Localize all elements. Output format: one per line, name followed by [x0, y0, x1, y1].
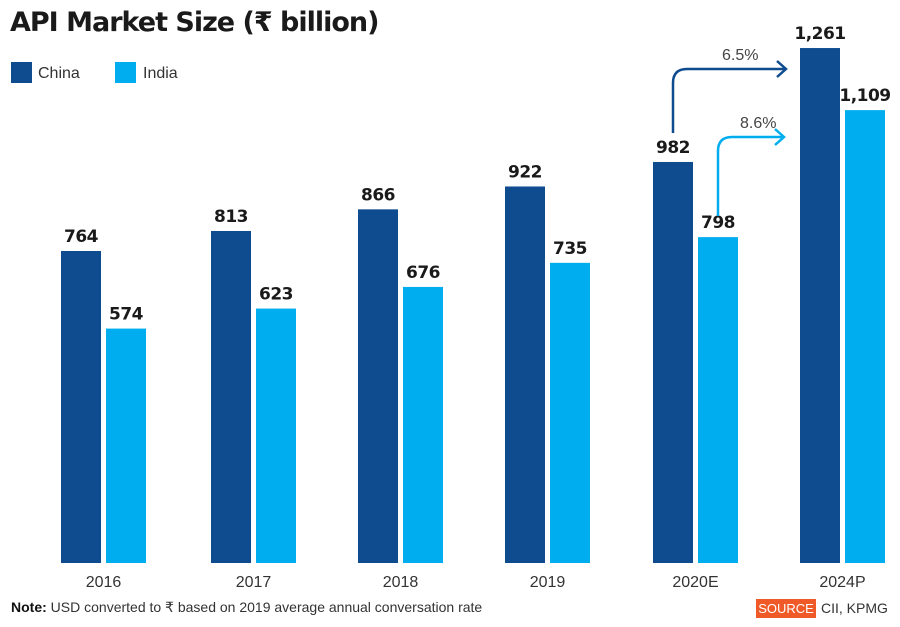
- legend-swatch-india: [115, 62, 136, 83]
- growth-label: 8.6%: [740, 115, 776, 132]
- x-tick-label: 2017: [236, 574, 272, 591]
- value-label: 982: [656, 138, 690, 158]
- growth-arrow-india: [716, 135, 784, 216]
- bar-china-2016: [61, 251, 101, 563]
- x-tick-label: 2020E: [672, 574, 718, 591]
- growth-arrows: 6.5% 8.6%: [671, 47, 788, 216]
- arrowhead-icon: [774, 128, 786, 146]
- bar-india-2017: [256, 308, 296, 563]
- bar-china-2018: [358, 209, 398, 563]
- source-label: SOURCE: [758, 601, 814, 616]
- legend: China India: [11, 62, 178, 83]
- bars: [61, 48, 885, 564]
- legend-label-india: India: [143, 65, 178, 82]
- value-label: 813: [214, 207, 248, 227]
- x-tick-label: 2018: [383, 574, 419, 591]
- value-label: 735: [553, 239, 587, 259]
- value-label: 574: [109, 305, 144, 325]
- source-badge: [756, 599, 816, 618]
- growth-arrow-china: [671, 67, 786, 133]
- value-label: 866: [361, 185, 395, 205]
- bar-india-2019: [550, 262, 590, 563]
- value-label: 1,261: [794, 24, 845, 44]
- value-label: 623: [259, 285, 293, 305]
- arrowhead-icon: [776, 60, 788, 78]
- bar-india-2016: [106, 328, 146, 563]
- chart-title: API Market Size (₹ billion): [10, 7, 379, 38]
- x-tick-label: 2019: [530, 574, 566, 591]
- x-axis-ticks: 2016 2017 2018 2019 2020E 2024P: [86, 574, 866, 591]
- value-label: 1,109: [839, 86, 890, 106]
- bar-china-2024P: [800, 48, 840, 564]
- value-label: 922: [508, 162, 542, 182]
- value-labels: 764 574 813 623 866 676 922 735 982 798 1,261 1,109: [64, 24, 891, 325]
- footer-note: Note: USD converted to ₹ based on 2019 a…: [11, 599, 482, 615]
- x-tick-label: 2024P: [819, 574, 865, 591]
- bar-china-2017: [211, 230, 251, 563]
- note-text: USD converted to ₹ based on 2019 average…: [51, 599, 483, 615]
- bar-china-2020E: [653, 161, 693, 563]
- x-tick-label: 2016: [86, 574, 122, 591]
- value-label: 764: [64, 227, 99, 247]
- value-label: 798: [701, 213, 735, 233]
- bar-india-2018: [403, 286, 443, 563]
- bar-india-2020E: [698, 237, 738, 564]
- value-label: 676: [406, 263, 440, 283]
- growth-label: 6.5%: [722, 47, 758, 64]
- legend-swatch-china: [11, 62, 32, 83]
- legend-label-china: China: [38, 65, 80, 82]
- bar-china-2019: [505, 186, 545, 563]
- bar-india-2024P: [845, 110, 885, 563]
- note-label: Note:: [11, 599, 47, 615]
- source-text: CII, KPMG: [821, 600, 888, 616]
